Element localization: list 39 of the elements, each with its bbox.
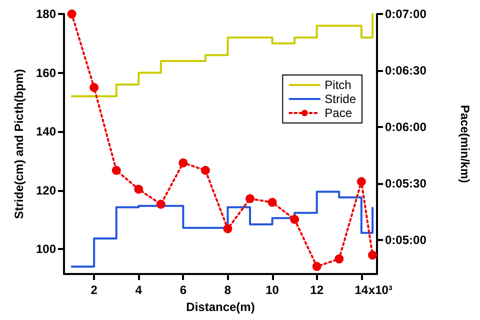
y-tick-label: 160 xyxy=(36,66,56,80)
point xyxy=(368,250,378,260)
point xyxy=(290,214,300,224)
legend-label: Stride xyxy=(324,92,356,106)
x-tick-label: 4 xyxy=(135,283,142,297)
legend-label: Pitch xyxy=(324,78,352,92)
y-tick-label: 120 xyxy=(36,183,56,198)
point xyxy=(178,158,188,168)
x-tick-label: 14 xyxy=(354,283,368,297)
y-tick-label: 180 xyxy=(36,7,56,21)
x-axis-title: Distance(m) xyxy=(186,300,255,314)
point xyxy=(223,224,232,234)
point xyxy=(67,10,76,18)
y2-tick-label: 0:05:30 xyxy=(385,176,427,191)
x-tick-label: 10 xyxy=(266,283,280,297)
x-tick-label: 6 xyxy=(180,283,187,297)
x-tick-label: 12 xyxy=(310,283,324,297)
y2-tick-label: 0:05:00 xyxy=(385,233,427,248)
point xyxy=(200,166,210,175)
y2-axis-title: Pace(min/km) xyxy=(458,104,472,184)
legend-label: Pace xyxy=(324,106,352,120)
point xyxy=(90,82,99,92)
y2-tick-label: 0:06:30 xyxy=(385,64,427,78)
text: x10³ xyxy=(368,283,392,297)
y-tick-label: 100 xyxy=(36,242,56,256)
point xyxy=(334,254,344,264)
point xyxy=(134,184,144,194)
point xyxy=(312,262,322,271)
point xyxy=(356,177,366,186)
point xyxy=(112,166,121,175)
point xyxy=(156,200,166,209)
y2-tick-label: 0:07:00 xyxy=(385,7,427,21)
x-tick-label: 2 xyxy=(90,283,98,297)
point xyxy=(246,194,255,204)
x-tick-label: 8 xyxy=(224,283,232,297)
y-tick-label: 140 xyxy=(36,124,56,139)
y2-tick-label: 0:06:00 xyxy=(385,120,427,134)
point xyxy=(268,198,277,207)
y-axis-title: Stride(cm) and Picth(bpm) xyxy=(12,68,26,220)
